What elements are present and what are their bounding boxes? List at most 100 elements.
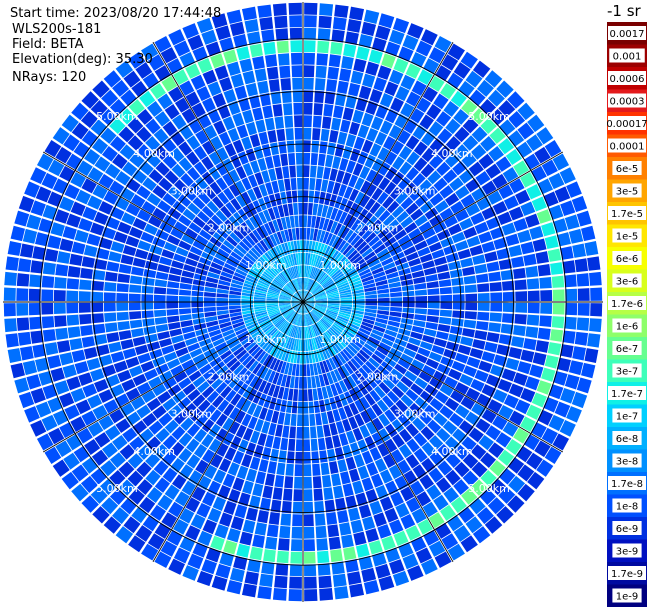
ray-gate-cell <box>168 29 186 46</box>
ray-gate-cell <box>303 293 312 302</box>
ray-gate-cell <box>527 302 540 314</box>
colorbar-tick-label: 6e-5 <box>616 164 639 175</box>
ray-gate-cell <box>108 341 122 353</box>
ray-gate-cell <box>508 475 526 493</box>
ray-gate-cell <box>222 239 235 251</box>
ray-gate-cell <box>148 169 164 184</box>
ray-gate-cell <box>209 236 222 248</box>
ray-gate-cell <box>327 292 339 297</box>
ray-gate-cell <box>262 485 273 499</box>
ray-gate-cell <box>419 390 434 404</box>
ray-gate-cell <box>323 315 334 324</box>
ray-gate-cell <box>94 378 109 393</box>
ray-gate-cell <box>217 314 230 320</box>
ray-gate-cell <box>283 270 291 281</box>
ray-gate-cell <box>287 203 294 216</box>
ray-gate-cell <box>354 370 366 383</box>
ray-gate-cell <box>324 192 332 206</box>
ray-gate-cell <box>492 415 508 431</box>
ray-gate-cell <box>296 414 303 427</box>
ray-gate-cell <box>361 247 373 258</box>
ray-gate-cell <box>587 256 601 271</box>
ray-gate-cell <box>318 15 332 29</box>
ray-gate-cell <box>92 506 110 524</box>
ray-gate-cell <box>437 443 453 459</box>
ray-gate-cell <box>204 311 217 318</box>
ray-gate-cell <box>131 506 148 524</box>
ray-gate-cell <box>322 218 330 231</box>
ray-gate-cell <box>386 373 400 385</box>
ray-gate-cell <box>340 302 353 305</box>
ray-gate-cell <box>444 192 460 207</box>
ray-gate-cell <box>141 543 159 561</box>
ray-gate-cell <box>132 169 148 184</box>
ray-gate-cell <box>48 427 65 445</box>
ray-gate-cell <box>282 308 293 317</box>
ray-gate-cell <box>173 547 191 564</box>
ray-gate-cell <box>136 479 153 496</box>
ray-gate-cell <box>281 500 292 514</box>
ray-gate-cell <box>185 525 201 541</box>
ray-gate-cell <box>536 209 552 224</box>
ray-gate-cell <box>381 337 394 347</box>
ray-gate-cell <box>396 333 410 342</box>
ray-gate-cell <box>290 40 302 53</box>
ray-gate-cell <box>329 194 338 207</box>
ray-gate-cell <box>254 306 266 310</box>
ray-gate-cell <box>62 225 77 240</box>
ray-gate-cell <box>322 279 333 288</box>
ray-gate-cell <box>259 16 274 31</box>
ray-gate-cell <box>174 97 190 113</box>
ray-gate-cell <box>264 269 276 279</box>
ray-gate-cell <box>82 383 98 398</box>
ray-gate-cell <box>303 265 305 278</box>
ray-gate-cell <box>419 341 433 351</box>
ray-gate-cell <box>284 413 291 426</box>
ray-gate-cell <box>271 314 282 322</box>
ray-gate-cell <box>242 70 256 85</box>
ray-gate-cell <box>145 469 161 486</box>
ray-gate-cell <box>377 297 390 302</box>
ray-gate-cell <box>279 65 291 79</box>
ray-gate-cell <box>402 302 415 308</box>
ray-gate-cell <box>170 457 185 473</box>
ray-gate-cell <box>254 68 267 82</box>
azimuth-spoke-60 <box>302 151 564 303</box>
ray-gate-cell <box>38 218 54 234</box>
ray-gate-cell <box>379 469 393 484</box>
ray-gate-cell <box>451 231 466 244</box>
ray-gate-cell <box>315 299 328 302</box>
ray-gate-cell <box>340 365 350 377</box>
colorbar-tick-label: 1e-9 <box>616 592 639 603</box>
ray-gate-cell <box>420 163 435 178</box>
ray-gate-cell <box>223 89 237 104</box>
ray-gate-cell <box>443 487 460 504</box>
ray-gate-cell <box>293 294 303 302</box>
ray-gate-cell <box>22 360 38 376</box>
ray-gate-cell <box>116 302 129 312</box>
ray-gate-cell <box>303 177 310 190</box>
ray-gate-cell <box>433 93 449 110</box>
ray-gate-cell <box>492 173 508 189</box>
ray-gate-cell <box>470 378 485 392</box>
ray-gate-cell <box>497 211 512 226</box>
ray-gate-cell <box>548 172 565 190</box>
ray-gate-cell <box>350 234 361 247</box>
ray-gate-cell <box>253 244 264 256</box>
ray-gate-cell <box>280 361 287 374</box>
ray-gate-cell <box>402 34 419 51</box>
ray-gate-cell <box>267 383 276 397</box>
ray-gate-cell <box>188 222 202 234</box>
ray-gate-cell <box>420 29 438 46</box>
ray-gate-cell <box>316 425 324 438</box>
ray-gate-cell <box>168 501 184 518</box>
ray-gate-cell <box>451 277 464 286</box>
ray-gate-cell <box>219 275 232 283</box>
ray-gate-cell <box>247 31 261 46</box>
ray-gate-cell <box>257 315 269 322</box>
ray-gate-cell <box>245 357 256 370</box>
ray-gate-cell <box>322 373 330 386</box>
ray-gate-cell <box>515 189 531 205</box>
ray-gate-cell <box>257 393 267 407</box>
ray-gate-cell <box>436 363 451 375</box>
